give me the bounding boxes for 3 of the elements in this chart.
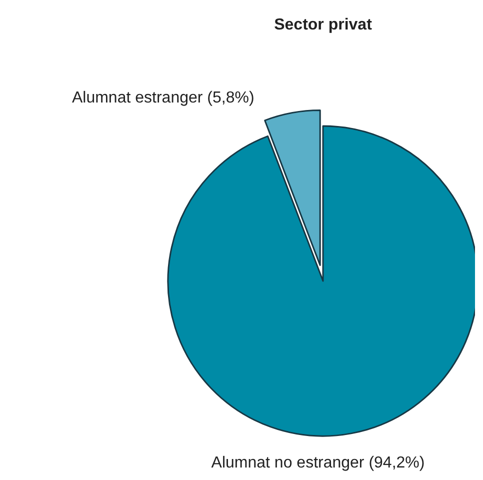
chart-title: Sector privat (274, 16, 373, 34)
slice-label: Alumnat no estranger (94,2%) (211, 454, 425, 472)
slice-label: Alumnat estranger (5,8%) (72, 90, 254, 107)
